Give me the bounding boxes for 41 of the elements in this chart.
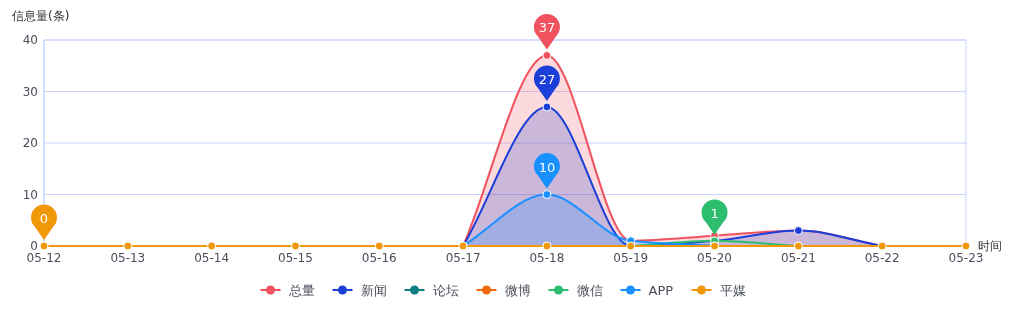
legend-label: 论坛 bbox=[432, 283, 459, 298]
data-label: 10 bbox=[538, 159, 556, 175]
y-axis-title: 信息量(条) bbox=[12, 9, 70, 23]
data-label: 27 bbox=[538, 71, 556, 87]
point bbox=[207, 241, 217, 251]
x-tick-label: 05-13 bbox=[110, 251, 146, 265]
x-tick-label: 05-15 bbox=[278, 251, 313, 265]
y-tick-label: 20 bbox=[22, 136, 38, 150]
y-tick-label: 30 bbox=[22, 84, 38, 99]
y-tick-label: 10 bbox=[22, 187, 38, 202]
x-tick-label: 05-12 bbox=[26, 251, 62, 265]
x-tick-label: 05-20 bbox=[697, 251, 732, 265]
x-tick-label: 05-17 bbox=[445, 251, 481, 265]
x-axis-title: 时间 bbox=[978, 239, 1002, 253]
point bbox=[961, 241, 971, 251]
legend-label: 微信 bbox=[576, 283, 603, 298]
point bbox=[542, 241, 552, 251]
point bbox=[542, 102, 552, 112]
y-tick-label: 0 bbox=[30, 239, 38, 253]
legend-label: 新闻 bbox=[360, 283, 387, 298]
legend-label: APP bbox=[648, 283, 674, 298]
x-tick-label: 05-19 bbox=[613, 251, 649, 265]
point bbox=[39, 241, 49, 251]
point bbox=[542, 50, 552, 60]
data-label: 0 bbox=[39, 211, 49, 226]
x-tick-label: 05-23 bbox=[948, 251, 984, 265]
x-tick-label: 05-18 bbox=[529, 251, 565, 265]
legend-label: 微博 bbox=[504, 283, 531, 298]
x-tick-label: 05-21 bbox=[780, 251, 816, 265]
x-tick-label: 05-14 bbox=[194, 251, 230, 265]
point bbox=[374, 241, 384, 251]
point bbox=[123, 241, 133, 251]
data-label: 37 bbox=[538, 20, 556, 36]
legend-label: 总量 bbox=[287, 283, 315, 298]
x-tick-label: 05-22 bbox=[864, 251, 900, 265]
x-tick-label: 05-16 bbox=[361, 251, 397, 265]
y-tick-label: 40 bbox=[22, 33, 38, 47]
data-label: 1 bbox=[710, 205, 719, 221]
legend-label: 平媒 bbox=[719, 283, 746, 298]
point bbox=[542, 190, 552, 199]
point bbox=[290, 241, 300, 251]
